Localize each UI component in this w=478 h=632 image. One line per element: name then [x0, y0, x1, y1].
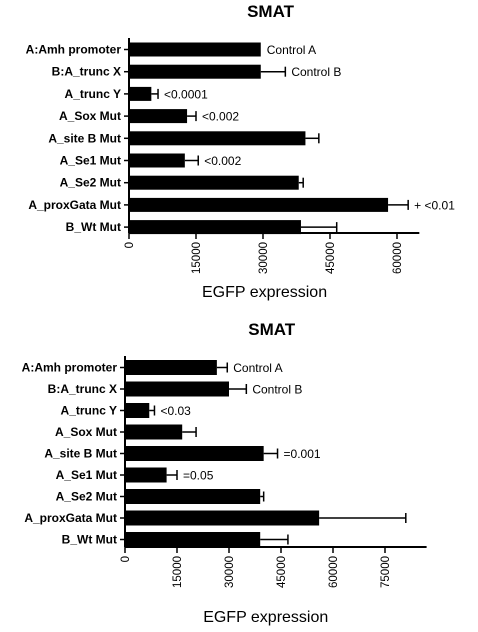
- chart1-category-label: A_Se2 Mut: [60, 176, 121, 190]
- chart2-category-label: A_Sox Mut: [55, 425, 117, 439]
- chart1-annotation: Control B: [291, 65, 341, 79]
- chart2-bar: [125, 510, 320, 526]
- chart2-annotation: =0.05: [183, 469, 214, 483]
- chart1-annotation: <0.002: [202, 110, 239, 124]
- chart1-category-label: A_site B Mut: [48, 131, 121, 145]
- chart2-annotation: Control A: [233, 361, 282, 375]
- chart1-bar: [129, 197, 389, 212]
- chart2-annotation: =0.001: [284, 447, 321, 461]
- chart2-x-tick-label: 60000: [328, 556, 340, 588]
- chart1-category-label: A:Amh promoter: [26, 43, 122, 57]
- chart1-category-label: A_trunc Y: [65, 87, 121, 101]
- chart1-x-tick-label: 15000: [191, 242, 203, 274]
- chart2-x-axis-label: EGFP expression: [203, 609, 328, 626]
- chart2-x-tick-label: 45000: [276, 556, 288, 588]
- chart1-x-axis-label: EGFP expression: [202, 284, 327, 301]
- chart2-bar: [125, 424, 183, 440]
- chart1-annotation: <0.002: [204, 154, 241, 168]
- chart2-bar: [125, 381, 229, 397]
- chart2-bar: [125, 489, 261, 504]
- chart2-annotation: <0.03: [160, 404, 191, 418]
- chart2-bar: [125, 467, 167, 483]
- chart2-bar: [125, 360, 217, 375]
- chart1-bar: [129, 42, 261, 57]
- chart1-title: SMAT: [247, 2, 295, 21]
- chart2-category-label: B:A_trunc X: [48, 382, 117, 396]
- chart1-x-tick-label: 0: [124, 242, 136, 248]
- chart2-bar: [125, 403, 150, 418]
- chart2-category-label: B_Wt Mut: [62, 533, 117, 547]
- chart1-annotation: Control A: [267, 43, 316, 57]
- chart1-annotation: <0.0001: [164, 87, 208, 101]
- chart1-category-label: B_Wt Mut: [66, 220, 121, 234]
- chart2-category-label: A_Se2 Mut: [56, 490, 117, 504]
- chart1-bar: [129, 86, 152, 101]
- chart2-x-tick-label: 0: [120, 556, 132, 562]
- chart2-bar: [125, 446, 264, 461]
- chart1-x-tick-label: 30000: [258, 242, 270, 274]
- chart1-category-label: B:A_trunc X: [52, 65, 121, 79]
- chart1-bar: [129, 64, 261, 79]
- chart2-category-label: A:Amh promoter: [22, 361, 118, 375]
- chart1-category-label: A_Se1 Mut: [60, 154, 121, 168]
- chart1-annotation: + <0.01: [414, 198, 455, 212]
- chart2-category-label: A_site B Mut: [44, 447, 117, 461]
- chart2-x-tick-label: 15000: [172, 556, 184, 588]
- chart2-x-tick-label: 75000: [380, 556, 392, 588]
- chart1-bar: [129, 175, 299, 190]
- chart1-x-tick-label: 60000: [392, 242, 404, 274]
- chart2-category-label: A_proxGata Mut: [24, 511, 117, 525]
- chart1-category-label: A_Sox Mut: [59, 109, 121, 123]
- chart2-annotation: Control B: [252, 383, 302, 397]
- chart1-bar: [129, 220, 301, 235]
- chart1-bar: [129, 153, 185, 168]
- chart1-x-tick-label: 45000: [325, 242, 337, 274]
- chart2-category-label: A_Se1 Mut: [56, 468, 117, 482]
- chart1-bar: [129, 109, 188, 124]
- chart1-category-label: A_proxGata Mut: [28, 198, 121, 212]
- chart2-title: SMAT: [248, 320, 296, 339]
- chart2-bar: [125, 532, 261, 547]
- chart2-x-tick-label: 30000: [224, 556, 236, 588]
- chart1-bar: [129, 131, 306, 146]
- chart2-category-label: A_trunc Y: [61, 404, 117, 418]
